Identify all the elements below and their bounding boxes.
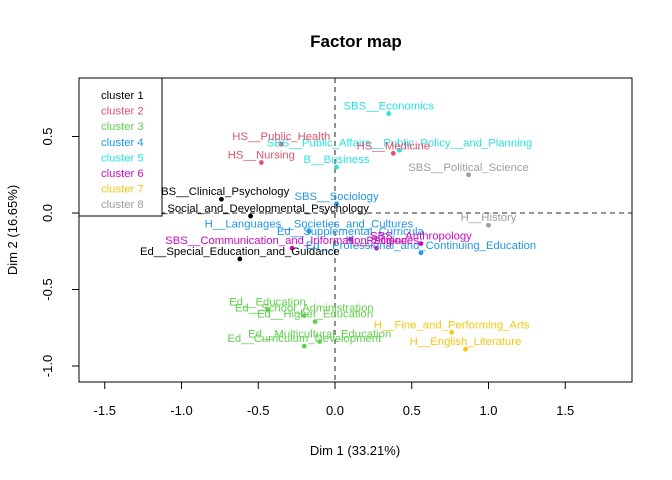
x-tick-label: 1.5: [556, 403, 574, 418]
point-label: H__History: [461, 212, 517, 224]
data-point: [334, 164, 339, 170]
data-point: [289, 245, 295, 251]
data-point: [418, 250, 424, 256]
data-point: [258, 160, 264, 165]
legend-entry: cluster 3: [101, 121, 144, 133]
data-point: [219, 196, 224, 202]
x-tick-label: 1.0: [479, 403, 497, 418]
point-label: SBS__Clinical_Psychology: [154, 186, 290, 198]
y-tick-label: 0.0: [40, 204, 55, 222]
data-point: [278, 141, 284, 147]
data-point: [418, 241, 424, 247]
point-label: Ed__Curriculum_Development: [227, 333, 382, 345]
data-point: [312, 319, 318, 325]
point-label: SBS__Anthropology: [370, 231, 472, 243]
data-point: [265, 306, 270, 312]
point-label: SBS__Sociology: [294, 191, 379, 203]
point-label: Ed__Special_Education_and_Guidance: [140, 246, 340, 258]
point-label: Ed__Multicultural_Education: [248, 329, 391, 341]
data-point: [317, 339, 323, 344]
y-tick-label: -1.0: [40, 355, 55, 377]
data-point: [237, 256, 243, 262]
data-point: [374, 245, 379, 251]
data-point: [301, 313, 307, 318]
legend-entry: cluster 7: [101, 184, 144, 196]
point-label: HS__Public_Health: [232, 131, 330, 143]
point-label: SBS__Public_Affairs__Public_Policy__and_…: [267, 137, 532, 149]
point-label: Ed__Education: [229, 296, 306, 308]
legend-entry: cluster 4: [101, 137, 144, 149]
data-point: [486, 222, 491, 228]
x-axis-label: Dim 1 (33.21%): [310, 443, 400, 458]
y-tick-label: -0.5: [40, 278, 55, 300]
point-label: Ed__Higher_Education: [257, 309, 373, 321]
point-label: Ed__School_Administration: [235, 303, 374, 315]
point-label: SBS__Communication_and_Information_Scien…: [165, 235, 419, 247]
point-label: HS__Nursing: [228, 150, 295, 162]
data-point: [248, 213, 253, 219]
x-tick-label: 0.5: [403, 403, 421, 418]
point-label: SBS__Social_and_Developmental_Psychology: [132, 203, 369, 215]
data-point: [386, 111, 392, 116]
legend: cluster 1 cluster 2 cluster 3 cluster 4 clus…: [78, 77, 163, 217]
data-point: [463, 346, 468, 352]
legend-entry: cluster 2: [101, 106, 144, 118]
chart-title: Factor map: [310, 32, 402, 51]
data-point: [449, 329, 455, 335]
point-label: Ed__Supplemental_Curricula: [277, 226, 425, 238]
point-label: H__English_Literature: [410, 336, 522, 348]
plot-frame: [78, 77, 633, 383]
point-label: HS__Medicine: [357, 140, 430, 152]
point-label: H__Fine_and_Performing_Arts: [374, 319, 530, 331]
point-label: H__Languages__Societies_and_Cultures: [205, 218, 414, 230]
legend-entry: cluster 5: [101, 152, 144, 164]
y-tick-label: 0.5: [40, 127, 55, 145]
data-point: [347, 236, 353, 242]
legend-box: [78, 77, 163, 217]
x-tick-label: 0.0: [326, 403, 344, 418]
data-point: [334, 201, 339, 207]
y-axis-label: Dim 2 (16.65%): [5, 185, 20, 275]
data-point: [466, 172, 471, 178]
data-point: [306, 228, 312, 234]
x-tick-label: -0.5: [247, 403, 269, 418]
point-label: SBS__Political_Science: [408, 162, 529, 174]
legend-entry: cluster 6: [101, 168, 144, 180]
point-label: B__Business: [304, 154, 370, 166]
data-point: [390, 150, 396, 156]
data-point: [301, 343, 307, 349]
x-tick-label: -1.5: [94, 403, 116, 418]
legend-entry: cluster 1: [101, 90, 144, 102]
point-label: SBS__Economics: [344, 101, 435, 113]
data-point: [397, 147, 402, 153]
legend-entry: cluster 8: [101, 199, 144, 211]
x-tick-label: -1.0: [170, 403, 192, 418]
point-label: Ed__Professional_and_Continuing_Educatio…: [306, 240, 537, 252]
point-label: H__Religion: [346, 235, 408, 247]
